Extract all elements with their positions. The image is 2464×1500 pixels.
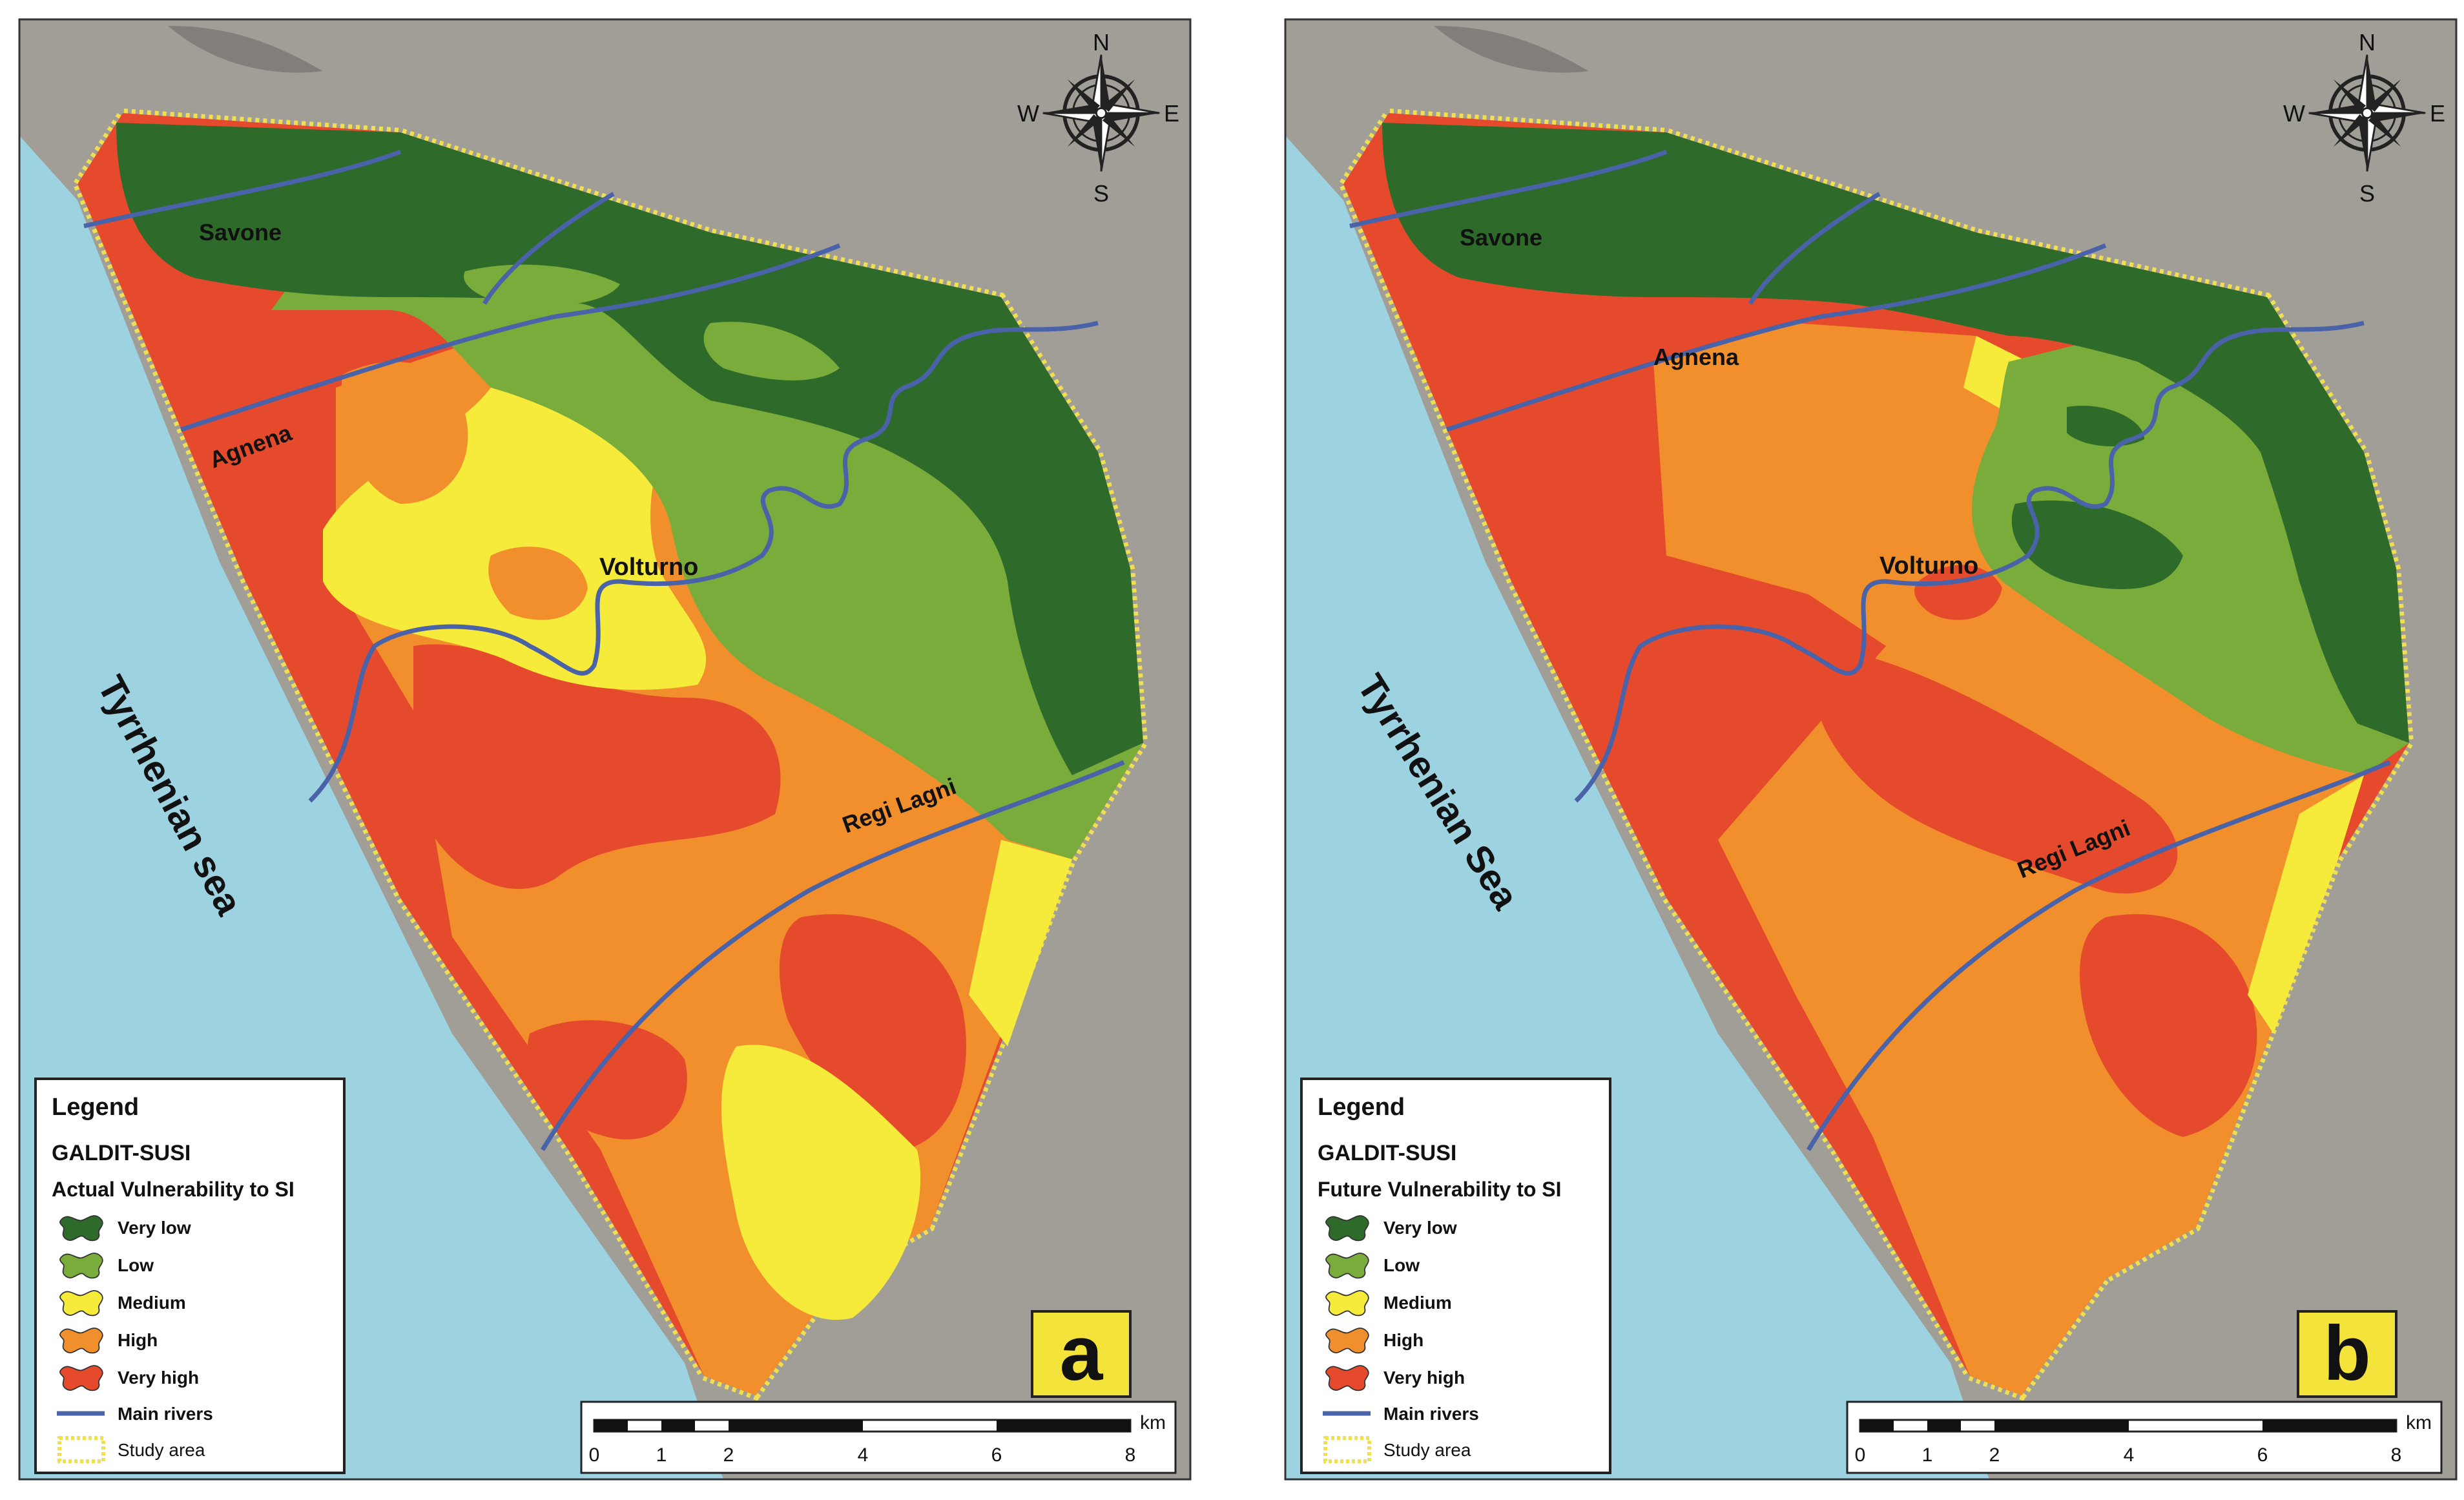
panel-label: b bbox=[2323, 1310, 2370, 1397]
label-volturno: Volturno bbox=[1879, 552, 1978, 579]
zone-low-patch-2 bbox=[703, 322, 840, 380]
river-volturno bbox=[1574, 320, 2365, 803]
river-agnena bbox=[1445, 243, 2107, 432]
legend-study-area-swatch bbox=[1323, 1436, 1371, 1463]
river-regi-lagni bbox=[1807, 760, 2391, 1151]
zone-high-west bbox=[341, 362, 468, 504]
river-agnena-branch bbox=[482, 191, 615, 305]
legend-subtitle: Future Vulnerability to SI bbox=[1318, 1178, 1562, 1201]
legend-very-low: Very low bbox=[118, 1218, 191, 1238]
zone-medium-east bbox=[2248, 775, 2364, 1034]
scale-tick-4: 4 bbox=[2124, 1444, 2135, 1466]
legend-study-area-swatch bbox=[57, 1436, 105, 1463]
label-volturno: Volturno bbox=[599, 554, 698, 581]
map-panel-b: Savone Agnena Volturno Regi Lagni Tyrrhe… bbox=[1284, 18, 2458, 1481]
legend: Legend GALDIT-SUSI Future Vulnerability … bbox=[1300, 1078, 1611, 1474]
panel-frame bbox=[1284, 18, 2458, 1481]
zone-high-volturno bbox=[488, 547, 588, 620]
scale-tick-8: 8 bbox=[2391, 1444, 2402, 1466]
legend-very-high: Very high bbox=[1383, 1368, 1465, 1388]
river-savone bbox=[83, 149, 402, 229]
scale-tick-6: 6 bbox=[991, 1444, 1002, 1466]
legend-medium: Medium bbox=[1383, 1293, 1452, 1313]
panel-label: a bbox=[1060, 1310, 1104, 1397]
scale-tick-4: 4 bbox=[858, 1444, 869, 1466]
zone-low-patch bbox=[464, 264, 620, 306]
legend-study: Study area bbox=[118, 1440, 205, 1460]
legend-title: Legend bbox=[52, 1094, 139, 1121]
river-volturno bbox=[308, 320, 1099, 803]
scale-tick-2: 2 bbox=[1989, 1444, 2000, 1466]
legend-high: High bbox=[118, 1330, 158, 1350]
scale-tick-1: 1 bbox=[1922, 1444, 1933, 1466]
compass-w: W bbox=[1017, 100, 1039, 127]
legend-study: Study area bbox=[1383, 1440, 1471, 1460]
river-agnena bbox=[180, 243, 841, 432]
legend-high: High bbox=[1383, 1330, 1424, 1350]
zone-very-high-inner bbox=[413, 644, 781, 890]
legend-medium: Medium bbox=[118, 1293, 186, 1313]
scale-unit: km bbox=[1140, 1412, 1166, 1433]
legend-very-low: Very low bbox=[1383, 1218, 1457, 1238]
zone-very-low-patch bbox=[2067, 406, 2144, 446]
compass-e: E bbox=[1164, 100, 1179, 127]
panel-label-box bbox=[2297, 1310, 2397, 1398]
legend: Legend GALDIT-SUSI Actual Vulnerability … bbox=[34, 1078, 346, 1474]
legend-low: Low bbox=[1383, 1255, 1420, 1275]
scale-bar: 0 1 2 4 6 8 km bbox=[1846, 1401, 2443, 1474]
label-savone: Savone bbox=[199, 219, 282, 245]
river-savone bbox=[1349, 149, 1668, 229]
legend-index: GALDIT-SUSI bbox=[52, 1141, 191, 1165]
scale-tick-6: 6 bbox=[2257, 1444, 2268, 1466]
compass-n: N bbox=[1093, 29, 1110, 56]
label-savone: Savone bbox=[1460, 224, 1542, 251]
legend-subtitle: Actual Vulnerability to SI bbox=[52, 1178, 295, 1201]
legend-very-high: Very high bbox=[118, 1368, 199, 1388]
river-regi-lagni bbox=[541, 760, 1125, 1151]
panel-frame bbox=[18, 18, 1192, 1481]
legend-low: Low bbox=[118, 1255, 154, 1275]
zone-very-low-volturno bbox=[2011, 500, 2183, 589]
scale-unit: km bbox=[2406, 1412, 2432, 1433]
compass-n: N bbox=[2359, 29, 2376, 56]
zone-very-low bbox=[1382, 123, 2409, 743]
scale-bar: 0 1 2 4 6 8 km bbox=[580, 1401, 1177, 1474]
zone-very-high-inner bbox=[1813, 646, 2178, 894]
map-panel-a: Savone Agnena Volturno Regi Lagni Tyrrhe… bbox=[18, 18, 1192, 1481]
compass-w: W bbox=[2283, 100, 2305, 127]
compass-s: S bbox=[2359, 180, 2375, 207]
scale-tick-1: 1 bbox=[656, 1444, 667, 1466]
legend-rivers: Main rivers bbox=[1383, 1404, 1479, 1424]
legend-index: GALDIT-SUSI bbox=[1318, 1141, 1456, 1165]
scale-tick-8: 8 bbox=[1125, 1444, 1136, 1466]
relief-shade bbox=[168, 26, 323, 73]
relief-shade bbox=[1434, 26, 1589, 73]
label-agnena: Agnena bbox=[1653, 344, 1739, 370]
compass-e: E bbox=[2430, 100, 2445, 127]
zone-very-high-se bbox=[779, 914, 966, 1150]
legend-rivers: Main rivers bbox=[118, 1404, 213, 1424]
zone-medium-south bbox=[721, 1045, 921, 1320]
panel-label-box bbox=[1031, 1310, 1132, 1398]
scale-tick-0: 0 bbox=[1855, 1444, 1866, 1466]
zone-very-low bbox=[116, 123, 1143, 775]
scale-tick-0: 0 bbox=[589, 1444, 600, 1466]
scale-tick-2: 2 bbox=[723, 1444, 734, 1466]
legend-title: Legend bbox=[1318, 1094, 1405, 1121]
zone-medium-east bbox=[969, 840, 1072, 1047]
river-agnena-branch bbox=[1748, 191, 1881, 305]
compass-s: S bbox=[1093, 180, 1109, 207]
zone-very-high-se bbox=[2080, 914, 2257, 1137]
